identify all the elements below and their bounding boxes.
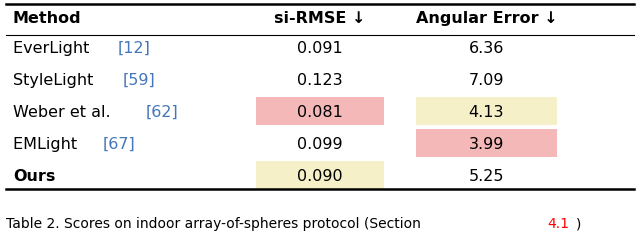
Text: Table 2. Scores on indoor array-of-spheres protocol (Section: Table 2. Scores on indoor array-of-spher… [6,217,426,231]
Text: 4.13: 4.13 [468,105,504,120]
Text: ): ) [576,217,581,231]
Text: 6.36: 6.36 [468,41,504,56]
Text: 0.081: 0.081 [297,105,343,120]
FancyBboxPatch shape [416,129,557,157]
Text: 3.99: 3.99 [468,137,504,152]
Text: Method: Method [13,11,81,26]
Text: 0.091: 0.091 [297,41,343,56]
FancyBboxPatch shape [256,97,384,125]
Text: Angular Error ↓: Angular Error ↓ [415,11,557,26]
Text: Weber et al.: Weber et al. [13,105,116,120]
Text: EverLight: EverLight [13,41,94,56]
Text: [62]: [62] [145,105,178,120]
FancyBboxPatch shape [416,97,557,125]
Text: 0.099: 0.099 [297,137,343,152]
Text: 7.09: 7.09 [468,73,504,88]
Text: 4.1: 4.1 [547,217,570,231]
Text: 5.25: 5.25 [468,169,504,184]
Text: [59]: [59] [123,73,156,88]
Text: [12]: [12] [118,41,151,56]
Text: 0.090: 0.090 [297,169,343,184]
Text: si-RMSE ↓: si-RMSE ↓ [275,11,365,26]
Text: 0.123: 0.123 [297,73,343,88]
Text: EMLight: EMLight [13,137,82,152]
Text: Ours: Ours [13,169,55,184]
FancyBboxPatch shape [256,161,384,189]
Text: StyleLight: StyleLight [13,73,99,88]
Text: [67]: [67] [102,137,135,152]
